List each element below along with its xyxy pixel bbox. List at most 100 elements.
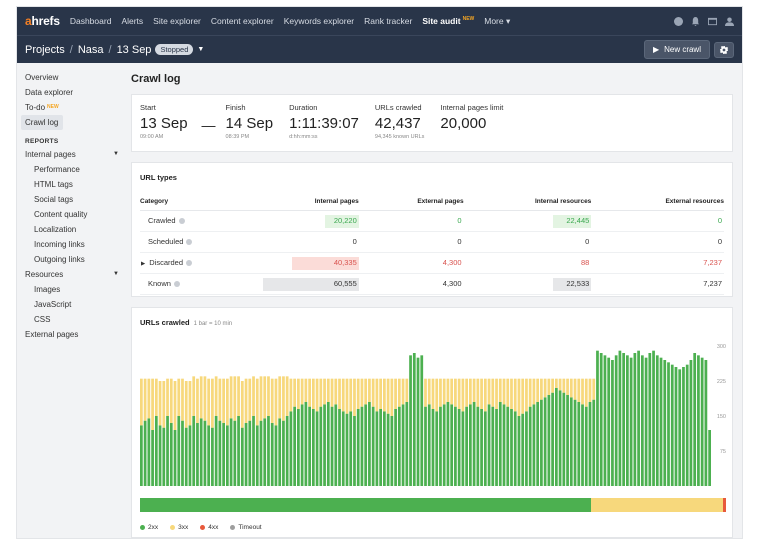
nav-site-audit[interactable]: Site audit NEW [422,16,474,26]
bar-2xx[interactable] [181,420,184,486]
bar-2xx[interactable] [513,411,517,486]
bar-2xx[interactable] [405,402,409,486]
bar-3xx[interactable] [319,378,323,407]
bar-2xx[interactable] [409,355,412,486]
bar-2xx[interactable] [349,411,353,486]
bar-2xx[interactable] [540,399,543,486]
bar-2xx[interactable] [689,360,693,486]
bar-3xx[interactable] [371,378,375,407]
bar-2xx[interactable] [551,392,554,486]
bar-3xx[interactable] [225,378,229,426]
bar-2xx[interactable] [588,402,592,486]
sidebar-item-html-tags[interactable]: HTML tags [34,180,73,189]
bar-2xx[interactable] [308,406,311,486]
bar-3xx[interactable] [244,378,248,423]
expand-icon[interactable]: ▶ [141,261,146,267]
bar-2xx[interactable] [461,411,465,486]
bar-3xx[interactable] [543,378,547,398]
bar-3xx[interactable] [584,378,588,407]
sidebar-item-internal-pages[interactable]: Internal pages ▼ [21,147,123,162]
sidebar-item-outgoing-links[interactable]: Outgoing links [34,255,85,264]
bar-3xx[interactable] [525,378,528,412]
bar-3xx[interactable] [218,378,222,421]
bar-2xx[interactable] [424,406,427,486]
bar-2xx[interactable] [394,409,397,486]
bar-2xx[interactable] [700,357,704,486]
breadcrumb-projects[interactable]: Projects [25,43,65,56]
bar-2xx[interactable] [300,404,304,486]
bar-2xx[interactable] [151,430,154,486]
bar-3xx[interactable] [457,378,461,409]
bar-2xx[interactable] [439,406,442,486]
nav-more[interactable]: More ▾ [484,15,511,26]
bar-2xx[interactable] [237,416,240,486]
bar-2xx[interactable] [536,402,540,486]
bar-2xx[interactable] [386,413,390,486]
legend-item[interactable]: 4xx [200,524,218,531]
table-row[interactable]: ▶ Discarded 40,335 4,300 88 7,237 [140,252,724,274]
bar-3xx[interactable] [360,378,364,407]
bar-2xx[interactable] [323,404,326,486]
bar-2xx[interactable] [629,357,633,486]
sidebar-item-performance[interactable]: Performance [34,165,80,174]
bar-2xx[interactable] [599,353,603,486]
bar-2xx[interactable] [233,420,237,486]
bar-2xx[interactable] [356,409,360,486]
bar-2xx[interactable] [196,423,199,486]
bar-3xx[interactable] [397,378,401,407]
bar-2xx[interactable] [188,425,192,486]
bar-3xx[interactable] [229,376,233,419]
bar-3xx[interactable] [345,378,349,414]
bar-3xx[interactable] [297,378,300,409]
bar-2xx[interactable] [577,402,581,486]
bar-2xx[interactable] [341,411,345,486]
sidebar-item-content-quality[interactable]: Content quality [34,210,88,219]
bar-2xx[interactable] [390,416,394,486]
bar-2xx[interactable] [697,355,700,486]
bar-2xx[interactable] [177,416,181,486]
bar-2xx[interactable] [566,395,569,486]
bar-2xx[interactable] [547,395,551,486]
bar-3xx[interactable] [255,378,259,426]
bar-3xx[interactable] [554,378,558,388]
bar-2xx[interactable] [326,402,330,486]
bar-3xx[interactable] [439,378,442,407]
bar-3xx[interactable] [592,378,596,400]
bar-3xx[interactable] [502,378,506,405]
bar-2xx[interactable] [368,402,371,486]
bar-2xx[interactable] [211,427,214,486]
bar-2xx[interactable] [472,402,476,486]
bar-3xx[interactable] [588,378,592,402]
bar-2xx[interactable] [704,360,708,486]
sidebar-item-css[interactable]: CSS [34,315,51,324]
bar-3xx[interactable] [573,378,577,400]
bar-3xx[interactable] [427,378,431,405]
bar-2xx[interactable] [412,353,416,486]
bar-2xx[interactable] [184,427,188,486]
bar-2xx[interactable] [173,430,177,486]
bar-3xx[interactable] [510,378,513,409]
bar-2xx[interactable] [678,369,682,486]
bar-3xx[interactable] [173,381,177,430]
bar-2xx[interactable] [169,423,173,486]
bar-2xx[interactable] [270,423,274,486]
bar-3xx[interactable] [517,378,521,416]
bar-3xx[interactable] [540,378,543,400]
help-icon[interactable] [173,281,180,288]
bar-2xx[interactable] [304,402,308,486]
bar-3xx[interactable] [521,378,525,414]
bar-3xx[interactable] [207,378,211,426]
bar-3xx[interactable] [315,378,319,412]
bar-2xx[interactable] [506,406,510,486]
bar-2xx[interactable] [192,416,196,486]
bar-3xx[interactable] [506,378,510,407]
bar-2xx[interactable] [708,430,711,486]
bar-3xx[interactable] [334,378,338,405]
bar-2xx[interactable] [218,420,222,486]
bar-3xx[interactable] [532,378,536,405]
bar-2xx[interactable] [655,355,659,486]
bar-2xx[interactable] [147,418,151,486]
bar-3xx[interactable] [338,378,341,409]
bar-2xx[interactable] [140,425,143,486]
bar-3xx[interactable] [386,378,390,414]
